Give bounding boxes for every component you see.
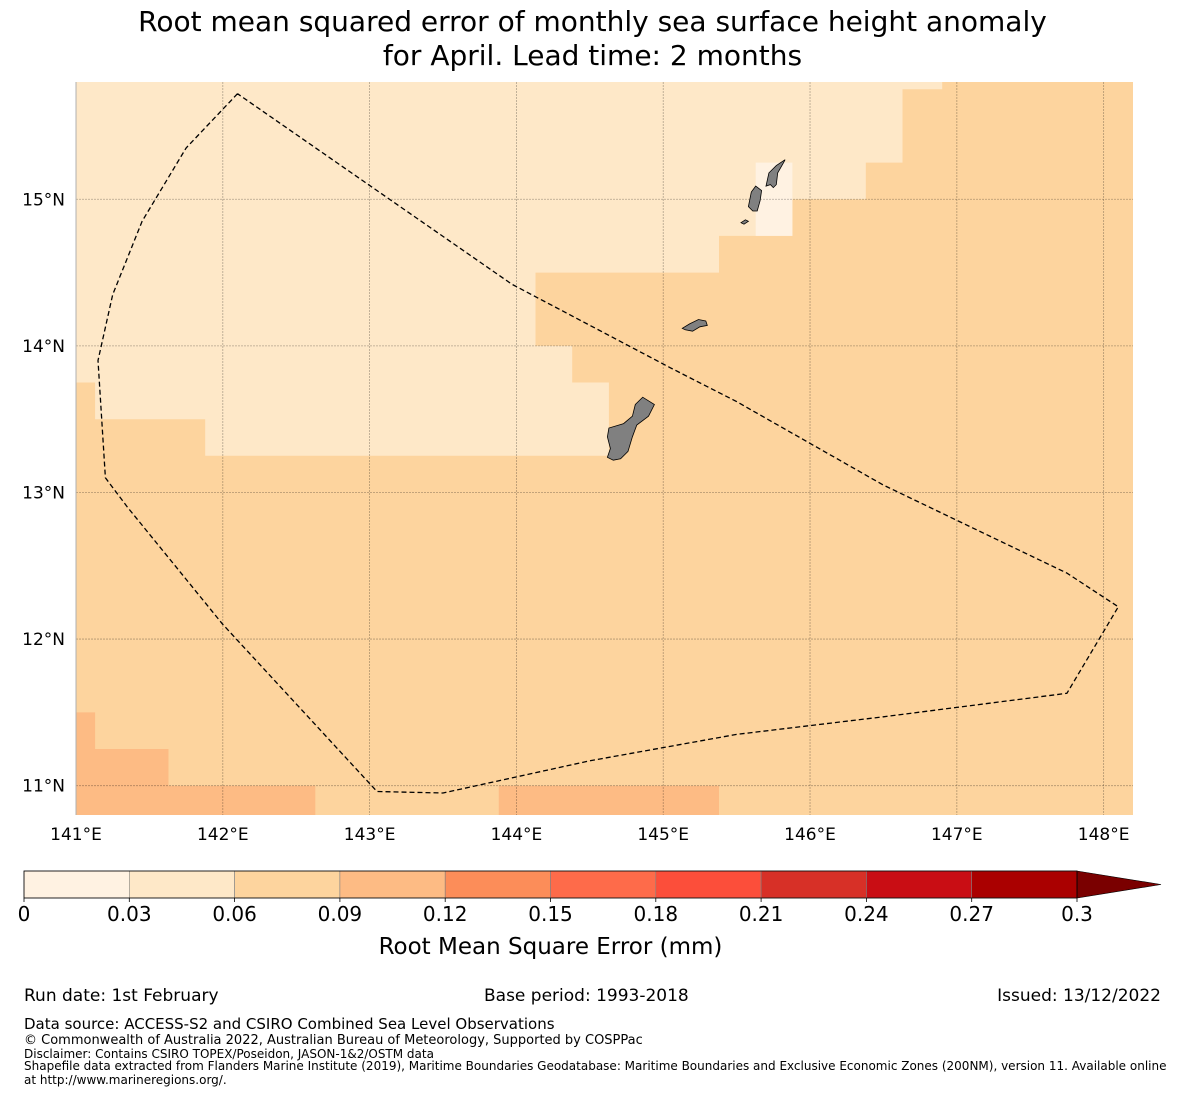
lon-tick-label: 148°E (1078, 825, 1130, 845)
map-title-line-1: Root mean squared error of monthly sea s… (138, 5, 1047, 38)
rota-island (681, 319, 708, 332)
data-source-label: Data source: ACCESS-S2 and CSIRO Combine… (24, 1015, 555, 1033)
lat-tick-label: 11°N (22, 777, 65, 797)
lon-tick-label: 147°E (931, 825, 983, 845)
colorbar-title: Root Mean Square Error (mm) (379, 934, 723, 960)
colorbar-bin (444, 870, 551, 899)
map-title-line-2: for April. Lead time: 2 months (382, 39, 803, 72)
colorbar: 0 0.03 0.06 0.09 0.12 0.15 0.18 0.21 0.24 0.27 0.3… (18, 870, 1162, 960)
run-date-label: Run date: 1st February (24, 986, 219, 1006)
rmse-region-0.03-0.06 (76, 82, 943, 456)
colorbar-bin (234, 870, 341, 899)
colorbar-tick-label: 0.03 (107, 902, 152, 926)
colorbar-bin (23, 870, 130, 899)
disclaimer-label: Disclaimer: Contains CSIRO TOPEX/Poseido… (24, 1047, 434, 1061)
lon-tick-label: 141°E (50, 825, 102, 845)
lon-tick-label: 142°E (197, 825, 249, 845)
colorbar-bin (760, 870, 867, 899)
guam-island (606, 396, 655, 461)
colorbar-tick-label: 0 (18, 902, 31, 926)
colorbar-bin (339, 870, 446, 899)
colorbar-tick-label: 0.24 (844, 902, 889, 926)
issued-date-label: Issued: 13/12/2022 (997, 986, 1161, 1006)
aguijan-island (740, 219, 750, 225)
colorbar-extend-arrow (1076, 870, 1162, 899)
map-figure: 11°N 12°N 13°N 14°N 15°N 141°E 142°E 143°E 144°E… (18, 82, 1162, 960)
colorbar-tick-label: 0.27 (949, 902, 994, 926)
lat-tick-label: 15°N (22, 190, 65, 210)
colorbar-tick-label: 0.09 (318, 902, 363, 926)
colorbar-tick-label: 0.21 (739, 902, 784, 926)
tinian-island (747, 185, 763, 212)
colorbar-tick-label: 0.06 (212, 902, 257, 926)
colorbar-bin (971, 870, 1078, 899)
rmse-region-0.09-0.12-south (498, 785, 719, 815)
lon-tick-label: 144°E (491, 825, 543, 845)
lon-tick-label: 143°E (344, 825, 396, 845)
colorbar-bin (655, 870, 762, 899)
colorbar-tick-label: 0.3 (1061, 902, 1093, 926)
colorbar-tick-label: 0.15 (528, 902, 573, 926)
base-period-label: Base period: 1993-2018 (484, 986, 689, 1006)
colorbar-bin (866, 870, 973, 899)
saipan-island (765, 159, 786, 189)
colorbar-bin (129, 870, 235, 899)
shapefile-credit-line-2: at http://www.marineregions.org/. (24, 1073, 227, 1087)
map-axis-labels: 11°N 12°N 13°N 14°N 15°N 141°E 142°E 143°E 144°E… (22, 190, 1129, 845)
rmse-region-0.09-0.12-west (76, 712, 316, 815)
lat-tick-label: 14°N (22, 337, 65, 357)
map-plot-area[interactable] (75, 82, 1133, 815)
colorbar-tick-label: 0.18 (634, 902, 679, 926)
lat-tick-label: 13°N (22, 483, 65, 503)
rmse-region-0.00-0.03-inset (755, 162, 793, 236)
shapefile-credit-line-1: Shapefile data extracted from Flanders M… (24, 1059, 1167, 1073)
colorbar-bin (550, 870, 657, 899)
lon-tick-label: 146°E (784, 825, 836, 845)
lat-tick-label: 12°N (22, 630, 65, 650)
colorbar-tick-label: 0.12 (423, 902, 468, 926)
lon-tick-label: 145°E (637, 825, 689, 845)
copyright-label: © Commonwealth of Australia 2022, Austra… (24, 1033, 643, 1048)
